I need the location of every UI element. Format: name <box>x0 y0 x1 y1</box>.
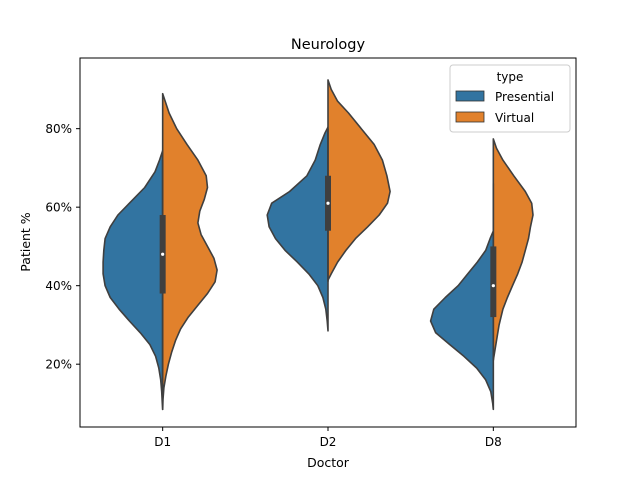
y-tick-label: 40% <box>45 279 72 293</box>
violin-presential-d2 <box>266 126 329 332</box>
violin-presential-d8 <box>429 230 495 411</box>
legend-label-virtual: Virtual <box>495 111 534 125</box>
median-dot-d8 <box>491 284 495 288</box>
x-tick-label: D1 <box>154 435 171 449</box>
chart-title: Neurology <box>291 37 366 53</box>
legend-title: type <box>497 70 524 84</box>
box-layer <box>159 128 497 388</box>
median-dot-d1 <box>161 252 165 256</box>
y-tick-label: 20% <box>45 358 72 372</box>
x-axis-label: Doctor <box>307 455 350 470</box>
iqr-box-d8 <box>490 246 497 318</box>
violin-layer <box>102 79 534 411</box>
y-axis-ticks: 20% 40% 60% 80% <box>45 122 80 372</box>
y-tick-label: 60% <box>45 201 72 215</box>
violin-virtual-d8 <box>492 138 534 362</box>
x-axis-ticks: D1 D2 D8 <box>154 427 502 449</box>
x-tick-label: D2 <box>320 435 337 449</box>
violin-virtual-d2 <box>327 79 391 281</box>
y-axis-label: Patient % <box>18 212 33 271</box>
y-tick-label: 80% <box>45 122 72 136</box>
legend: type Presential Virtual <box>449 64 571 133</box>
violin-virtual-d1 <box>161 92 218 411</box>
median-dot-d2 <box>326 201 330 205</box>
violin-presential-d1 <box>102 149 164 411</box>
legend-swatch-virtual <box>455 111 485 123</box>
legend-label-presential: Presential <box>495 90 554 104</box>
legend-swatch-presential <box>455 90 485 102</box>
x-tick-label: D8 <box>485 435 502 449</box>
